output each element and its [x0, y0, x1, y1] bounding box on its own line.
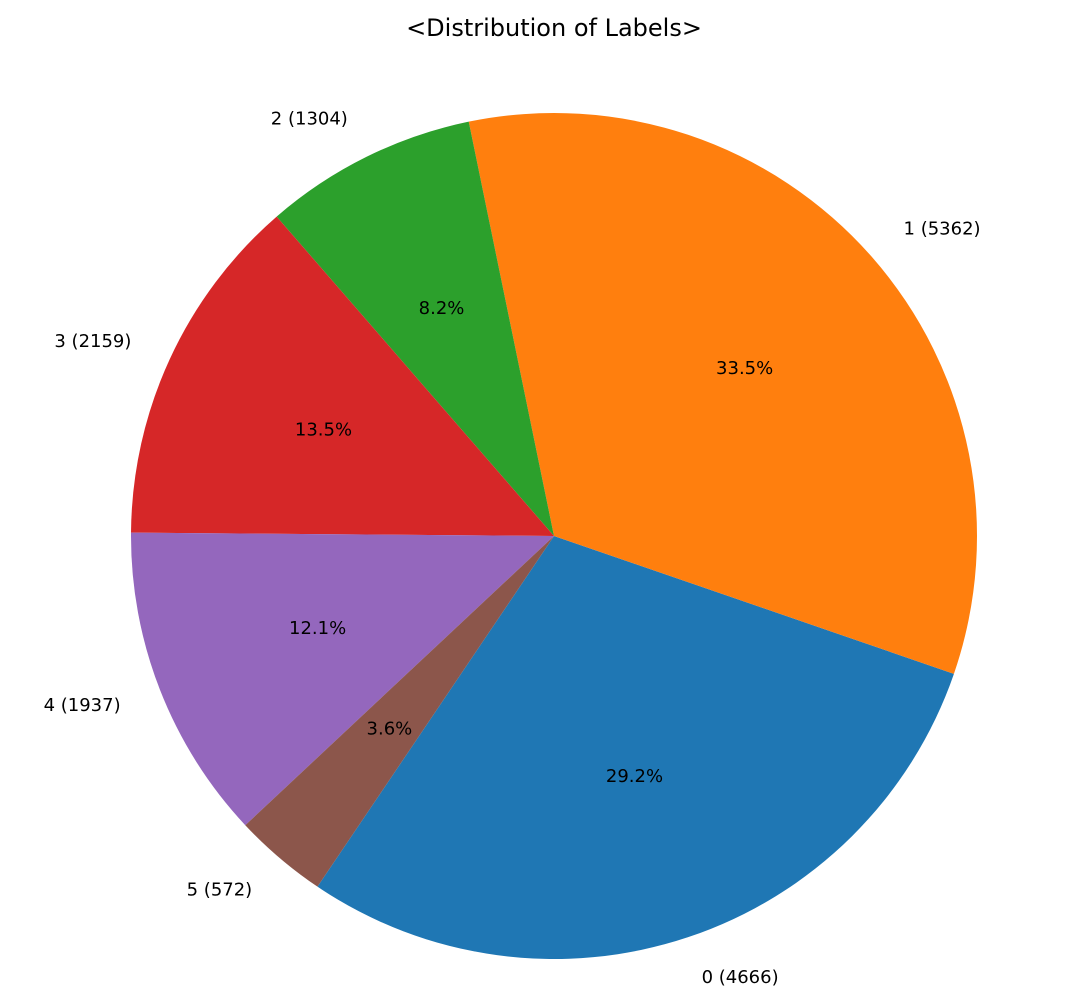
slice-percent-4: 12.1%	[289, 618, 346, 639]
chart-title: <Distribution of Labels>	[406, 14, 702, 42]
slice-label-0: 0 (4666)	[702, 967, 779, 988]
slice-percent-1: 33.5%	[716, 358, 773, 379]
pie-slice-2	[276, 121, 554, 537]
pie-slice-0	[317, 536, 954, 959]
slice-label-1: 1 (5362)	[904, 218, 981, 239]
pie-labels: 0 (4666) 29.2% 1 (5362) 33.5% 2 (1304) 8.2% 3 …	[44, 108, 981, 987]
pie-slice-4	[130, 532, 555, 826]
pie-slice-3	[131, 216, 554, 537]
slice-percent-5: 3.6%	[367, 719, 413, 740]
pie-slice-1	[468, 112, 978, 674]
slice-label-2: 2 (1304)	[271, 108, 348, 129]
pie-slices	[130, 112, 978, 959]
slice-percent-2: 8.2%	[419, 298, 465, 319]
slice-percent-0: 29.2%	[606, 766, 663, 787]
slice-label-4: 4 (1937)	[44, 695, 121, 716]
pie-slice-5	[245, 536, 555, 887]
slice-label-3: 3 (2159)	[54, 331, 131, 352]
slice-percent-3: 13.5%	[295, 419, 352, 440]
slice-label-5: 5 (572)	[187, 880, 253, 901]
